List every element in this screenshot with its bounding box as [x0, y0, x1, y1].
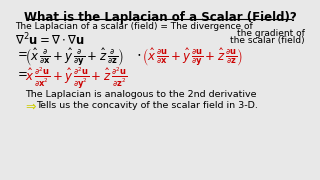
Text: the scalar (field): the scalar (field): [230, 36, 305, 45]
Text: $\left(\hat{x}\,\frac{\partial}{\partial \mathbf{x}} + \hat{y}\,\frac{\partial}{: $\left(\hat{x}\,\frac{\partial}{\partial…: [25, 46, 124, 68]
Text: Tells us the concavity of the scalar field in 3-D.: Tells us the concavity of the scalar fie…: [36, 101, 258, 110]
Text: $\hat{x}\,\frac{\partial^2 \mathbf{u}}{\partial \mathbf{x}^2} + \hat{y}\,\frac{\: $\hat{x}\,\frac{\partial^2 \mathbf{u}}{\…: [25, 66, 127, 91]
Text: $\nabla^2\mathbf{u} = \nabla\cdot\nabla\mathbf{u}$: $\nabla^2\mathbf{u} = \nabla\cdot\nabla\…: [15, 32, 85, 49]
Text: ⇒: ⇒: [25, 101, 36, 114]
Text: $=$: $=$: [15, 46, 28, 59]
Text: the gradient of: the gradient of: [237, 29, 305, 38]
Text: The Laplacian is analogous to the 2nd derivative: The Laplacian is analogous to the 2nd de…: [25, 90, 257, 99]
Text: What is the Laplacian of a Scalar (Field)?: What is the Laplacian of a Scalar (Field…: [24, 11, 296, 24]
Text: The Laplacian of a scalar (field) = The divergence of: The Laplacian of a scalar (field) = The …: [15, 22, 253, 31]
Text: $\cdot$: $\cdot$: [136, 46, 141, 61]
Text: $\left(\hat{x}\,\frac{\partial \mathbf{u}}{\partial \mathbf{x}} + \hat{y}\,\frac: $\left(\hat{x}\,\frac{\partial \mathbf{u…: [142, 46, 244, 68]
Text: $=$: $=$: [15, 66, 28, 79]
